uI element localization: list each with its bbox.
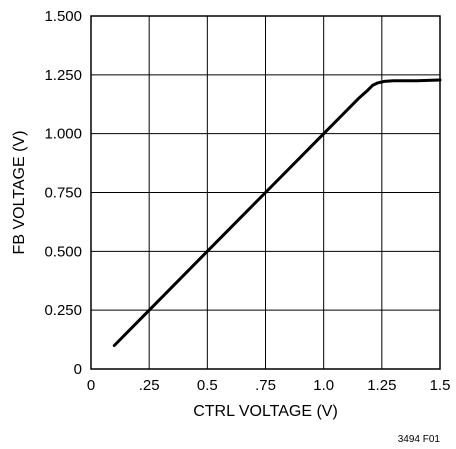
y-tick-label: 0: [74, 361, 82, 378]
y-tick-labels: 0 0.250 0.500 0.750 1.000 1.250 1.500: [44, 8, 82, 378]
x-tick-label: 0.5: [197, 377, 218, 394]
plot-frame: [90, 15, 441, 370]
x-tick-labels: 0 .25 0.5 .75 1.0 1.25 1.5: [87, 377, 451, 394]
y-tick-label: 1.500: [44, 8, 82, 25]
y-tick-label: 0.500: [44, 243, 82, 260]
x-tick-label: .25: [139, 377, 160, 394]
x-tick-label: 1.0: [313, 377, 334, 394]
x-tick-label: .75: [255, 377, 276, 394]
y-axis-label: FB VOLTAGE (V): [11, 131, 28, 255]
y-tick-label: 0.750: [44, 185, 82, 202]
x-tick-label: 0: [87, 377, 95, 394]
y-tick-label: 1.250: [44, 67, 82, 84]
x-axis-label: CTRL VOLTAGE (V): [193, 403, 338, 420]
x-tick-label: 1.5: [430, 377, 451, 394]
x-tick-label: 1.25: [367, 377, 396, 394]
figure-id: 3494 F01: [398, 434, 441, 445]
y-tick-label: 0.250: [44, 302, 82, 319]
y-tick-label: 1.000: [44, 126, 82, 143]
series-line: [112, 78, 442, 347]
